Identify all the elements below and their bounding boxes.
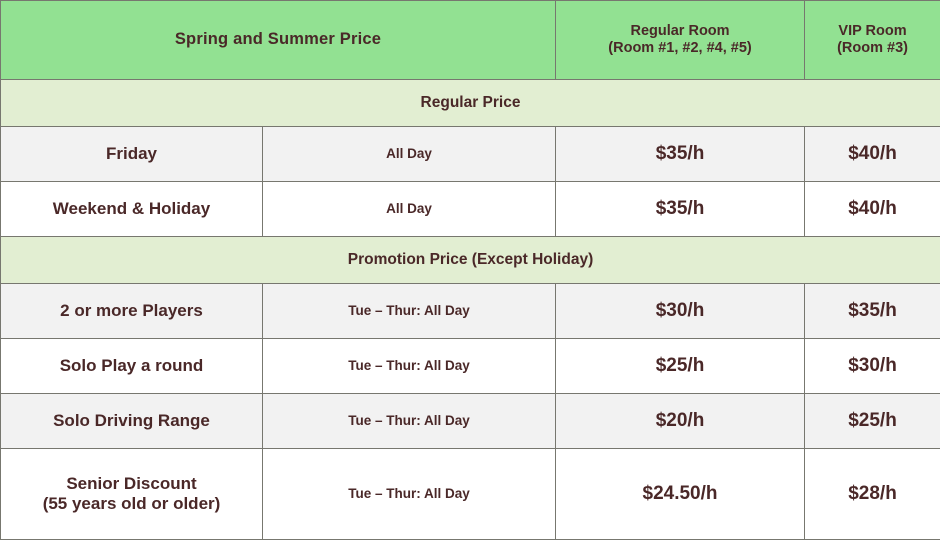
section-band-regular-price: Regular Price bbox=[0, 78, 940, 127]
row-regular-price: $30/h bbox=[555, 282, 806, 339]
row-label: Solo Driving Range bbox=[0, 393, 263, 450]
row-time: Tue – Thur: All Day bbox=[261, 337, 557, 395]
table-row: Weekend & Holiday All Day $35/h $40/h bbox=[0, 180, 940, 237]
row-vip-price: $30/h bbox=[804, 337, 940, 395]
row-label: Friday bbox=[0, 125, 263, 182]
section-band-label: Regular Price bbox=[0, 78, 940, 127]
header-regular-room: Regular Room (Room #1, #2, #4, #5) bbox=[555, 0, 806, 80]
header-vip-room-name: VIP Room bbox=[838, 22, 907, 39]
header-vip-room-detail: (Room #3) bbox=[837, 39, 908, 56]
row-regular-price: $24.50/h bbox=[555, 448, 806, 540]
row-regular-price: $35/h bbox=[555, 125, 806, 182]
row-label: Senior Discount (55 years old or older) bbox=[0, 448, 263, 540]
section-band-label: Promotion Price (Except Holiday) bbox=[0, 235, 940, 284]
row-time: Tue – Thur: All Day bbox=[261, 393, 557, 450]
row-vip-price: $40/h bbox=[804, 180, 940, 237]
row-label: Solo Play a round bbox=[0, 337, 263, 395]
table-row: Solo Driving Range Tue – Thur: All Day $… bbox=[0, 393, 940, 450]
row-vip-price: $28/h bbox=[804, 448, 940, 540]
table-row: 2 or more Players Tue – Thur: All Day $3… bbox=[0, 282, 940, 339]
row-time: Tue – Thur: All Day bbox=[261, 282, 557, 339]
row-vip-price: $40/h bbox=[804, 125, 940, 182]
table-header-row: Spring and Summer Price Regular Room (Ro… bbox=[0, 0, 940, 80]
row-label: Weekend & Holiday bbox=[0, 180, 263, 237]
row-time: All Day bbox=[261, 180, 557, 237]
header-regular-room-detail: (Room #1, #2, #4, #5) bbox=[608, 39, 752, 56]
table-row: Solo Play a round Tue – Thur: All Day $2… bbox=[0, 337, 940, 395]
row-label-line2: (55 years old or older) bbox=[42, 494, 221, 514]
section-band-promotion-price: Promotion Price (Except Holiday) bbox=[0, 235, 940, 284]
row-time: All Day bbox=[261, 125, 557, 182]
row-vip-price: $25/h bbox=[804, 393, 940, 450]
row-regular-price: $35/h bbox=[555, 180, 806, 237]
table-row: Friday All Day $35/h $40/h bbox=[0, 125, 940, 182]
table-row: Senior Discount (55 years old or older) … bbox=[0, 448, 940, 540]
header-regular-room-name: Regular Room bbox=[630, 22, 730, 39]
row-vip-price: $35/h bbox=[804, 282, 940, 339]
row-time: Tue – Thur: All Day bbox=[261, 448, 557, 540]
row-label: 2 or more Players bbox=[0, 282, 263, 339]
header-vip-room: VIP Room (Room #3) bbox=[804, 0, 940, 80]
row-regular-price: $25/h bbox=[555, 337, 806, 395]
row-regular-price: $20/h bbox=[555, 393, 806, 450]
row-label-line1: Senior Discount bbox=[66, 474, 197, 494]
header-title: Spring and Summer Price bbox=[0, 0, 557, 80]
